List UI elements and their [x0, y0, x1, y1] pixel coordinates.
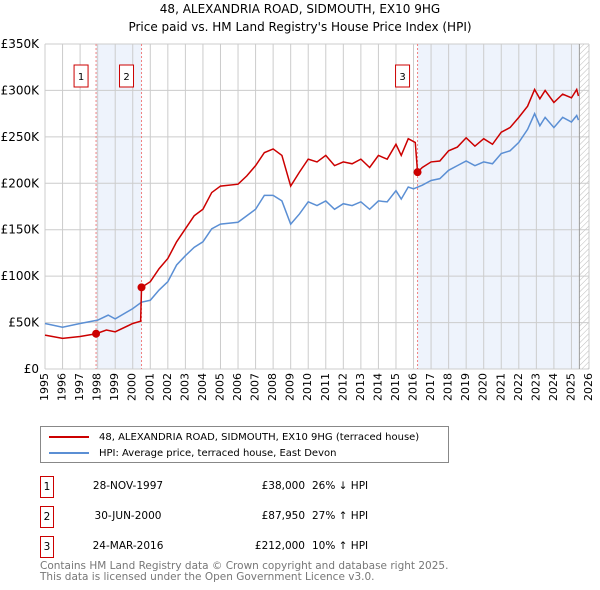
legend-label: HPI: Average price, terraced house, East…: [99, 447, 337, 459]
legend-label: 48, ALEXANDRIA ROAD, SIDMOUTH, EX10 9HG …: [99, 431, 420, 443]
sale-badge: 1: [40, 476, 54, 498]
x-tick-label: 2012: [336, 373, 349, 401]
x-tick-label: 2008: [266, 373, 279, 401]
x-tick-label: 2011: [319, 373, 332, 401]
x-tick-label: 2002: [161, 373, 174, 401]
sale-label-box: [395, 64, 411, 88]
sale-badge: 2: [40, 506, 54, 528]
sale-point: [137, 283, 146, 292]
sale-label-box: [119, 64, 135, 88]
sale-hpi-diff: 27% ↑ HPI: [312, 510, 369, 522]
x-tick-label: 2021: [494, 373, 507, 401]
shaded-region: [96, 44, 142, 369]
sale-point: [413, 168, 422, 177]
footer-line-2: This data is licensed under the Open Gov…: [40, 571, 375, 583]
legend: 48, ALEXANDRIA ROAD, SIDMOUTH, EX10 9HG …: [40, 426, 449, 463]
sale-row: 2 30-JUN-2000 £87,950 27% ↑ HPI: [40, 506, 440, 528]
sale-label-number: 2: [123, 72, 129, 83]
x-tick-label: 2017: [424, 373, 437, 401]
sale-point: [92, 329, 101, 338]
y-tick-label: £0: [24, 362, 39, 376]
legend-swatch-blue: [49, 452, 89, 454]
x-tick-label: 2004: [196, 373, 209, 401]
x-tick-label: 2020: [477, 373, 490, 401]
x-tick-label: 2022: [512, 373, 525, 401]
y-tick-label: £50K: [8, 316, 40, 330]
x-tick-label: 2009: [284, 373, 297, 401]
sale-price: £87,950: [261, 510, 305, 522]
legend-item-hpi: HPI: Average price, terraced house, East…: [49, 446, 336, 460]
sale-date: 24-MAR-2016: [92, 540, 164, 552]
sale-label-number: 1: [78, 72, 84, 83]
y-tick-label: £350K: [1, 37, 41, 51]
hpi-line: [44, 111, 580, 328]
x-tick-label: 2006: [231, 373, 244, 401]
x-tick-label: 2005: [213, 373, 226, 401]
y-tick-label: £250K: [1, 130, 41, 144]
x-tick-label: 2023: [529, 373, 542, 401]
sale-price: £212,000: [254, 540, 305, 552]
sale-date: 30-JUN-2000: [94, 510, 162, 522]
y-tick-label: £300K: [1, 83, 41, 97]
x-tick-label: 2014: [371, 373, 384, 401]
footer-line-1: Contains HM Land Registry data © Crown c…: [40, 560, 449, 572]
x-tick-label: 1998: [91, 373, 104, 401]
chart-subtitle: Price paid vs. HM Land Registry's House …: [128, 20, 472, 34]
x-tick-label: 2007: [249, 373, 262, 401]
y-tick-label: £150K: [1, 223, 41, 237]
x-tick-label: 2016: [407, 373, 420, 401]
sale-badge: 3: [40, 536, 54, 558]
chart-title: 48, ALEXANDRIA ROAD, SIDMOUTH, EX10 9HG: [159, 2, 441, 16]
property-price-line: [44, 87, 580, 340]
legend-item-property: 48, ALEXANDRIA ROAD, SIDMOUTH, EX10 9HG …: [49, 430, 419, 444]
x-tick-label: 1996: [56, 373, 69, 401]
x-tick-label: 1997: [73, 373, 86, 401]
x-tick-label: 2000: [126, 373, 139, 401]
sale-hpi-diff: 26% ↓ HPI: [312, 480, 369, 492]
x-tick-label: 2013: [354, 373, 367, 401]
sale-date: 28-NOV-1997: [92, 480, 164, 492]
sale-row: 1 28-NOV-1997 £38,000 26% ↓ HPI: [40, 476, 440, 498]
x-tick-label: 2015: [389, 373, 402, 401]
x-tick-label: 2010: [301, 373, 314, 401]
sale-price: £38,000: [261, 480, 305, 492]
x-tick-label: 2018: [442, 373, 455, 401]
x-tick-label: 1999: [108, 373, 121, 401]
sale-label-number: 3: [399, 72, 405, 83]
y-tick-label: £100K: [1, 269, 41, 283]
sale-hpi-diff: 10% ↑ HPI: [312, 540, 369, 552]
x-tick-label: 2003: [178, 373, 191, 401]
future-hatch: [579, 44, 589, 369]
x-tick-label: 2019: [459, 373, 472, 401]
x-tick-label: 2001: [143, 373, 156, 401]
plot-area: 1995 1996 1997 1998 1999 2000 2001 2002 2003 2004…: [1, 37, 595, 401]
x-tick-label: 1995: [38, 373, 51, 401]
y-tick-label: £200K: [1, 176, 41, 190]
x-tick-label: 2024: [547, 373, 560, 401]
sale-row: 3 24-MAR-2016 £212,000 10% ↑ HPI: [40, 536, 440, 558]
legend-swatch-red: [49, 436, 89, 438]
x-tick-label: 2026: [582, 373, 595, 401]
sale-label-box: [73, 64, 89, 88]
x-tick-label: 2025: [564, 373, 577, 401]
